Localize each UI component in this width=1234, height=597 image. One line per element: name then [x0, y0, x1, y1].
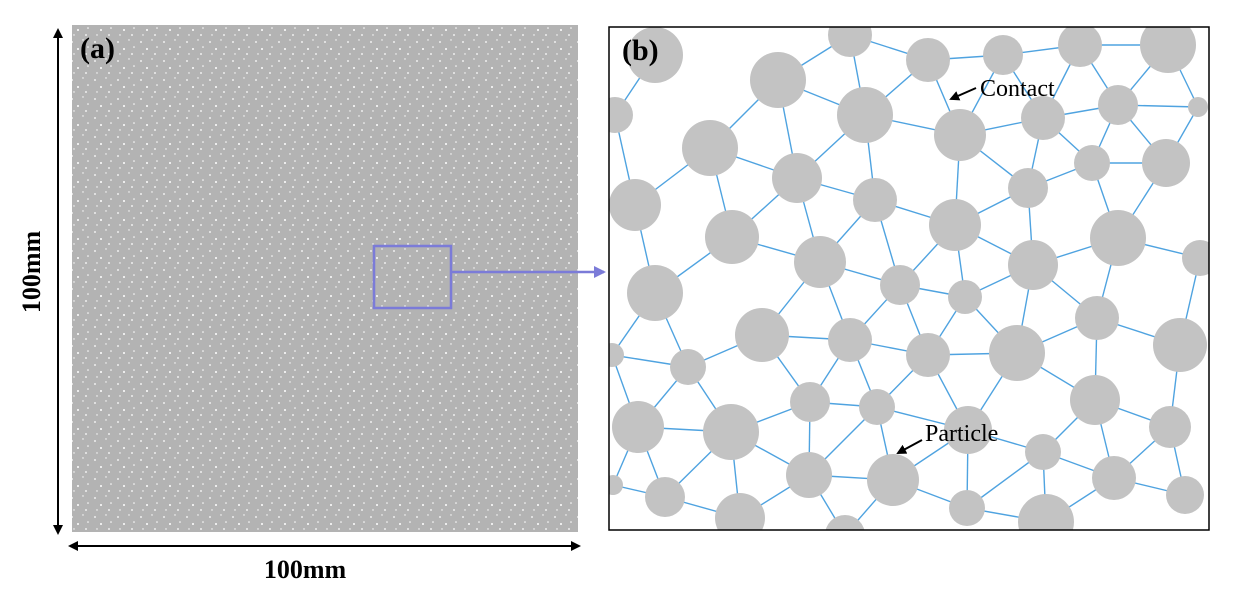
particle	[1182, 240, 1209, 276]
particle	[1018, 494, 1074, 530]
annotation: Contact	[980, 76, 1055, 102]
particle	[944, 406, 992, 454]
particle	[853, 178, 897, 222]
particle	[627, 27, 683, 83]
particle	[825, 515, 865, 530]
specimen	[72, 25, 578, 532]
particle	[715, 493, 765, 530]
particle	[609, 475, 623, 495]
height-label: 100mm	[17, 231, 46, 314]
particle	[703, 404, 759, 460]
particle	[705, 210, 759, 264]
particle	[1166, 476, 1204, 514]
particle	[1188, 97, 1208, 117]
particle	[750, 52, 806, 108]
particle	[1140, 27, 1196, 73]
particle	[1025, 434, 1061, 470]
particle	[1008, 240, 1058, 290]
particle	[645, 477, 685, 517]
particle	[880, 265, 920, 305]
particle	[1058, 27, 1102, 67]
particle	[670, 349, 706, 385]
particle	[828, 27, 872, 57]
particle	[772, 153, 822, 203]
particle	[627, 265, 683, 321]
particle	[1070, 375, 1120, 425]
particle	[837, 87, 893, 143]
annotation-arrow	[949, 87, 977, 101]
particle	[948, 280, 982, 314]
particle	[983, 35, 1023, 75]
particle	[828, 318, 872, 362]
annotation: Particle	[925, 421, 998, 447]
particle	[682, 120, 738, 176]
particle	[989, 325, 1045, 381]
particle	[1021, 96, 1065, 140]
particle	[906, 38, 950, 82]
particle	[794, 236, 846, 288]
particle	[1090, 210, 1146, 266]
panel-frame	[608, 26, 1210, 531]
particle	[609, 179, 661, 231]
width-label: 100mm	[264, 555, 347, 584]
particle	[1008, 168, 1048, 208]
particle	[949, 490, 985, 526]
zoom-box	[372, 244, 453, 310]
particle	[934, 109, 986, 161]
particle	[609, 343, 624, 367]
particle	[1074, 145, 1110, 181]
particle	[1142, 139, 1190, 187]
particle	[735, 308, 789, 362]
particle-network	[609, 27, 1209, 530]
particle	[1075, 296, 1119, 340]
particle	[859, 389, 895, 425]
particle	[1092, 456, 1136, 500]
panel-label: (b)	[622, 34, 659, 67]
particle	[906, 333, 950, 377]
particle	[1153, 318, 1207, 372]
particle	[790, 382, 830, 422]
particle	[1149, 406, 1191, 448]
particle	[929, 199, 981, 251]
particle	[867, 454, 919, 506]
particle	[612, 401, 664, 453]
panel-label: (a)	[80, 32, 115, 65]
particle	[609, 97, 633, 133]
annotation-arrow	[896, 439, 923, 454]
particle	[786, 452, 832, 498]
particle	[1098, 85, 1138, 125]
